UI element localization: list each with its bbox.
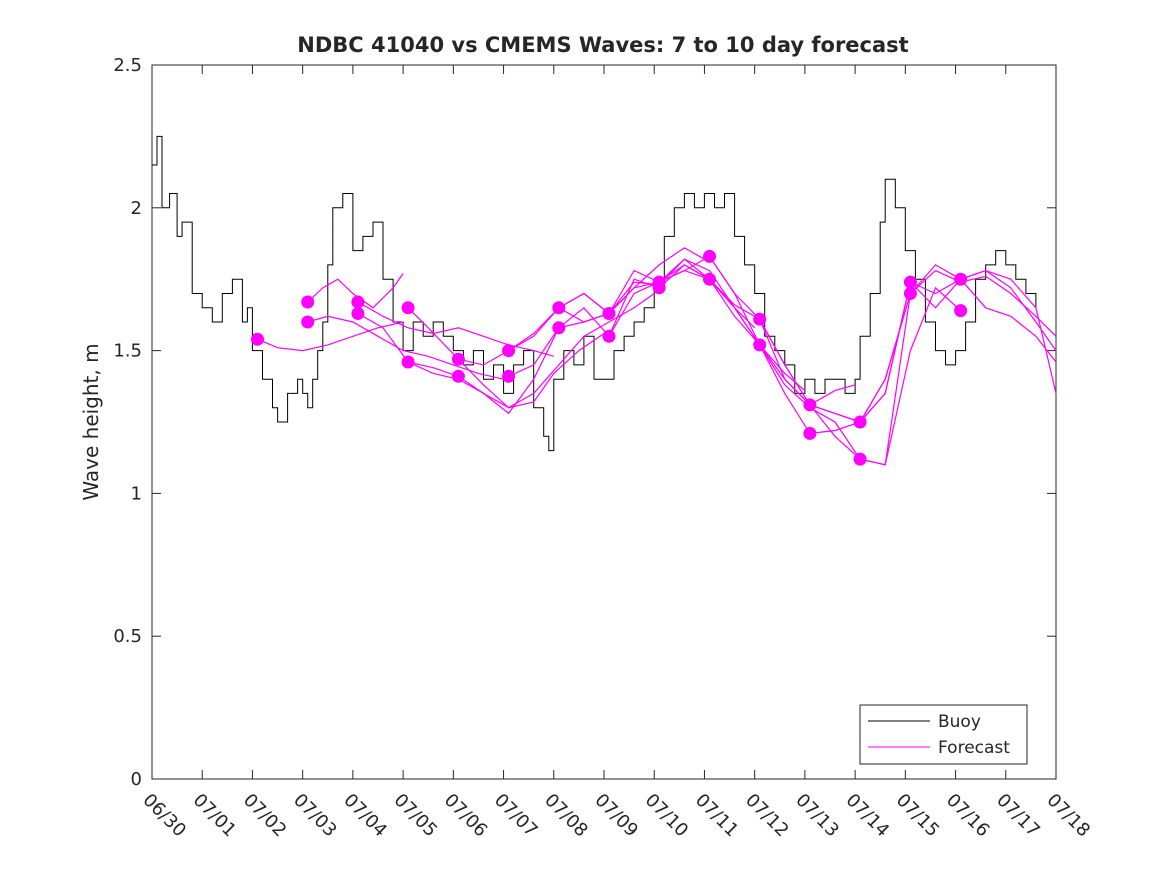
x-tick-label: 07/14: [842, 790, 894, 842]
x-tick-label: 07/13: [791, 790, 843, 842]
forecast-marker: [753, 338, 767, 352]
y-tick-label: 0.5: [113, 626, 142, 647]
x-tick-label: 07/09: [590, 790, 642, 842]
forecast-marker: [401, 301, 415, 315]
x-tick-label: 07/07: [490, 790, 542, 842]
forecast-series-line: [257, 321, 404, 352]
x-tick-label: 07/12: [741, 790, 793, 842]
plot-area: 00.511.522.506/3007/0107/0207/0307/0407/…: [113, 55, 1094, 841]
forecast-marker: [351, 295, 365, 309]
forecast-marker: [301, 295, 315, 309]
legend-box: [859, 704, 1028, 765]
forecast-marker: [502, 369, 516, 383]
forecast-marker: [301, 315, 315, 329]
forecast-marker: [703, 249, 716, 263]
x-tick-label: 07/17: [992, 790, 1044, 842]
y-tick-label: 2: [131, 198, 142, 219]
axes-box: [151, 64, 1057, 780]
legend-label-forecast: Forecast: [938, 738, 1010, 758]
forecast-marker: [602, 329, 616, 343]
forecast-marker: [401, 355, 415, 369]
forecast-series-line: [307, 273, 404, 309]
y-tick-label: 1.5: [113, 341, 142, 362]
forecast-marker: [351, 307, 365, 320]
forecast-marker: [803, 426, 817, 440]
forecast-marker: [652, 281, 666, 295]
forecast-marker: [753, 312, 767, 326]
forecast-marker: [903, 287, 917, 300]
x-tick-label: 07/18: [1042, 790, 1094, 842]
forecast-marker: [251, 332, 264, 346]
x-tick-label: 07/02: [239, 790, 291, 842]
x-tick-label: 07/11: [691, 790, 743, 842]
x-tick-label: 07/06: [440, 790, 492, 842]
forecast-marker: [853, 452, 867, 466]
forecast-marker: [451, 352, 465, 366]
y-axis-label: Wave height, m: [79, 343, 103, 500]
y-tick-label: 1: [131, 483, 142, 504]
x-tick-label: 07/03: [289, 790, 341, 842]
x-tick-label: 07/04: [339, 790, 391, 842]
legend-label-buoy: Buoy: [938, 712, 981, 732]
y-tick-label: 2.5: [113, 55, 142, 76]
forecast-marker: [903, 275, 917, 289]
x-tick-label: 07/10: [641, 790, 693, 842]
forecast-marker: [552, 301, 566, 315]
forecast-marker: [954, 304, 968, 318]
chart-title: NDBC 41040 vs CMEMS Waves: 7 to 10 day f…: [297, 33, 908, 57]
forecast-marker: [803, 398, 817, 412]
x-tick-label: 07/01: [189, 790, 241, 842]
forecast-marker: [954, 272, 968, 286]
x-tick-label: 06/30: [138, 790, 190, 842]
forecast-marker: [552, 321, 566, 335]
forecast-marker: [602, 307, 616, 320]
forecast-marker: [502, 344, 516, 358]
x-tick-label: 07/05: [390, 790, 442, 842]
forecast-marker: [451, 369, 465, 383]
x-tick-label: 07/16: [942, 790, 994, 842]
forecast-marker: [703, 272, 716, 286]
forecast-series-line: [357, 301, 554, 357]
x-tick-label: 07/15: [892, 790, 944, 842]
x-tick-label: 07/08: [540, 790, 592, 842]
y-tick-label: 0: [131, 769, 142, 790]
legend: Buoy Forecast: [859, 704, 1028, 765]
forecast-marker: [853, 415, 867, 429]
buoy-series-line: [152, 135, 1037, 452]
